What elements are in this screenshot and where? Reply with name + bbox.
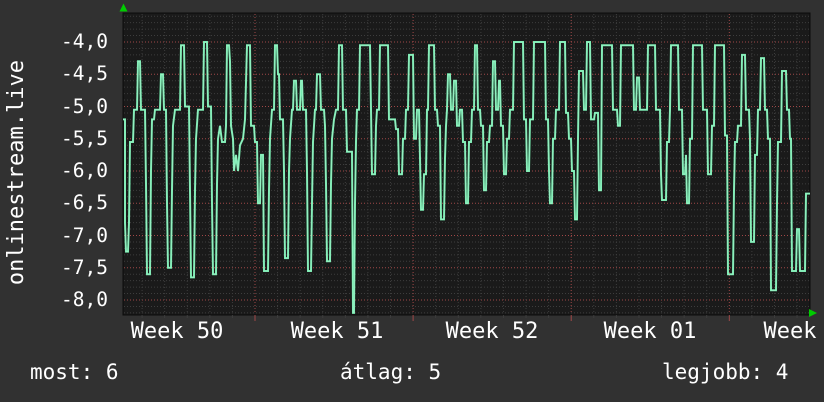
x-tick-label: Week [763, 319, 817, 344]
stat-atlag: átlag: 5 [340, 360, 442, 384]
y-tick-label: -6,5 [61, 191, 108, 215]
x-tick-label: Week 01 [603, 319, 697, 344]
stat-legjobb: legjobb: 4 [662, 360, 789, 384]
y-axis-arrow-icon [119, 3, 128, 12]
x-axis-arrow-icon [809, 309, 817, 317]
y-tick-label: -8,0 [61, 288, 108, 311]
x-tick-label: Week 52 [445, 319, 539, 344]
y-tick-label: -7,0 [61, 223, 108, 247]
x-tick-label: Week 51 [290, 319, 384, 344]
x-tick-label: Week 50 [130, 319, 224, 344]
data-line-highlight [123, 41, 810, 314]
y-tick-label: -6,0 [61, 159, 108, 182]
y-tick-label: -5,0 [61, 94, 108, 118]
y-tick-label: -4,0 [61, 30, 108, 53]
y-tick-label: -5,5 [61, 126, 108, 150]
stat-most: most: 6 [30, 360, 119, 384]
y-tick-label: -7,5 [61, 255, 108, 279]
y-tick-label: -4,5 [61, 62, 108, 86]
